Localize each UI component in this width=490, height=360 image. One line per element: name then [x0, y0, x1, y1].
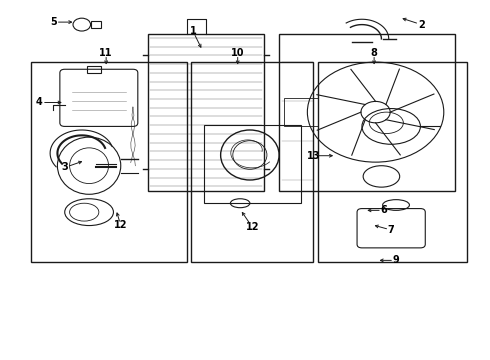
Bar — [192, 62, 313, 262]
Text: 8: 8 — [370, 48, 378, 58]
Bar — [87, 66, 101, 73]
Text: 3: 3 — [61, 162, 68, 172]
Bar — [318, 62, 466, 262]
Bar — [30, 62, 187, 262]
Text: 10: 10 — [231, 48, 245, 58]
Text: 2: 2 — [418, 19, 425, 30]
Text: 12: 12 — [114, 220, 127, 230]
Bar — [284, 98, 318, 126]
Bar — [203, 125, 301, 203]
Text: 1: 1 — [190, 26, 196, 36]
Text: 6: 6 — [380, 205, 387, 215]
Text: 4: 4 — [36, 98, 43, 108]
Text: 9: 9 — [392, 255, 399, 265]
Text: 5: 5 — [50, 17, 57, 27]
Text: 11: 11 — [99, 48, 113, 58]
Text: 12: 12 — [245, 222, 259, 232]
Bar — [147, 33, 265, 191]
Text: 13: 13 — [307, 151, 321, 161]
Text: 7: 7 — [388, 225, 394, 235]
Bar — [91, 21, 101, 28]
Bar — [279, 33, 455, 191]
